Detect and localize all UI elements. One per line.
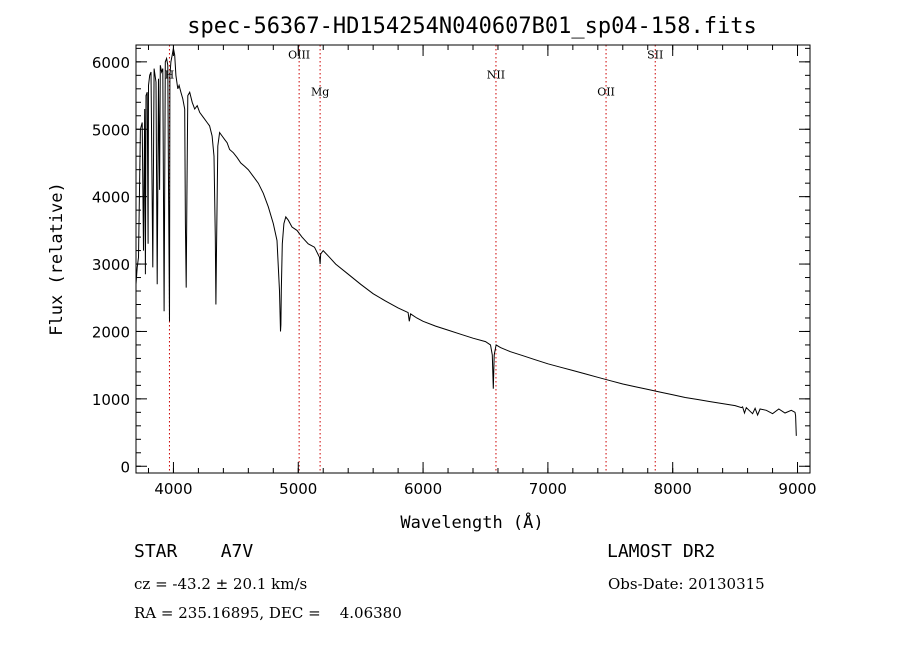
y-tick-label: 4000 (92, 189, 130, 207)
line-label: Mg (311, 86, 329, 99)
y-tick-label: 2000 (92, 323, 130, 341)
ra-dec-coordinates: RA = 235.16895, DEC = 4.06380 (134, 604, 402, 622)
y-tick-label: 3000 (92, 256, 130, 274)
line-label: SII (647, 48, 663, 61)
redshift-velocity: cz = -43.2 ± 20.1 km/s (134, 575, 308, 593)
y-tick-label: 6000 (92, 54, 130, 72)
x-axis-label: Wavelength (Å) (400, 511, 543, 533)
spectrum-line (136, 48, 797, 436)
x-tick-label: 5000 (279, 480, 317, 498)
y-tick-label: 1000 (92, 391, 130, 409)
x-tick-label: 4000 (154, 480, 192, 498)
line-label: NII (487, 69, 505, 82)
object-type: STAR A7V (134, 541, 254, 562)
line-label: OII (597, 86, 615, 99)
y-tick-label: 5000 (92, 121, 130, 139)
line-label: OIII (288, 48, 310, 61)
survey-name: LAMOST DR2 (607, 541, 716, 562)
plot-frame (135, 44, 811, 474)
x-tick-label: 9000 (778, 480, 816, 498)
x-tick-label: 8000 (654, 480, 692, 498)
x-tick-label: 7000 (529, 480, 567, 498)
y-axis-label: Flux (relative) (47, 182, 67, 336)
chart-title: spec-56367-HD154254N040607B01_sp04-158.f… (187, 14, 757, 39)
x-tick-label: 6000 (404, 480, 442, 498)
y-tick-label: 0 (120, 458, 130, 476)
observation-date: Obs-Date: 20130315 (608, 575, 765, 593)
